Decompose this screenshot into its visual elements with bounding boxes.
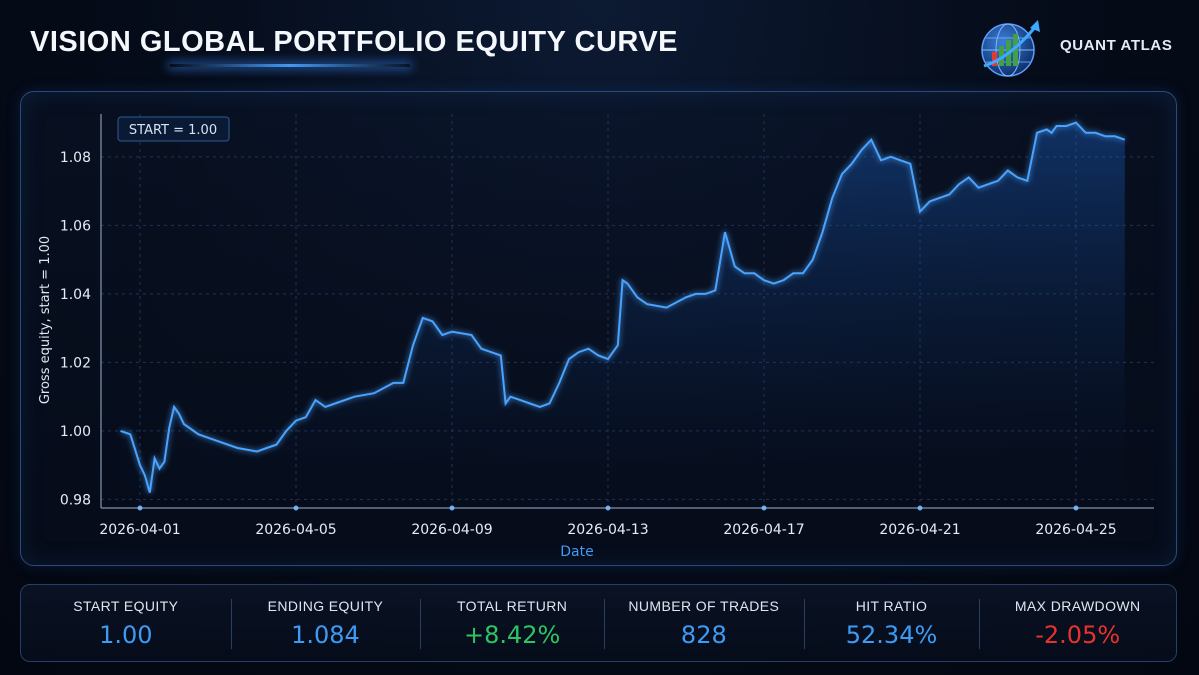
y-tick-label: 1.00 <box>60 424 91 440</box>
stat-value: 1.00 <box>99 621 153 649</box>
y-tick-label: 1.04 <box>60 287 91 303</box>
y-tick-label: 1.02 <box>60 355 91 371</box>
globe-bar-chart-arrow-icon <box>981 20 1040 77</box>
x-axis-label: Date <box>560 544 593 560</box>
stats-panel: START EQUITY 1.00 ENDING EQUITY 1.084 TOTAL … <box>20 584 1177 662</box>
stat-label: TOTAL RETURN <box>456 598 568 614</box>
y-tick-label: 1.06 <box>60 218 91 234</box>
stat-value: 828 <box>680 621 727 649</box>
stat-total-return: TOTAL RETURN +8.42% <box>420 585 604 661</box>
x-tick-label: 2026-04-09 <box>411 522 492 538</box>
start-annotation-label: START = 1.00 <box>129 123 217 138</box>
stat-max-drawdown: MAX DRAWDOWN -2.05% <box>979 585 1176 661</box>
stat-ending-equity: ENDING EQUITY 1.084 <box>230 585 421 661</box>
equity-area-fill <box>120 122 1125 508</box>
stat-number-of-trades: NUMBER OF TRADES 828 <box>604 585 804 661</box>
stat-value: 1.084 <box>291 621 360 649</box>
x-tick-labels: 2026-04-01 2026-04-05 2026-04-09 2026-04-13… <box>99 522 1116 538</box>
stat-start-equity: START EQUITY 1.00 <box>21 585 231 661</box>
x-tick-label: 2026-04-25 <box>1035 522 1116 538</box>
chart-panel: 0.98 1.00 1.02 1.04 1.06 1.08 2026-04-01 2026-… <box>20 91 1177 566</box>
stat-label: ENDING EQUITY <box>267 598 384 614</box>
equity-curve-chart: 0.981.001.021.041.061.08 2026-04-01 2026-… <box>38 114 1154 560</box>
y-tick-label: 0.98 <box>60 492 91 508</box>
title-underline-glow <box>170 64 410 67</box>
stat-hit-ratio: HIT RATIO 52.34% <box>803 585 980 661</box>
stat-value: 52.34% <box>845 621 938 649</box>
y-tick-labels: 0.98 1.00 1.02 1.04 1.06 1.08 <box>60 150 91 509</box>
brand-name: QUANT ATLAS <box>1060 37 1173 54</box>
y-axis-label: Gross equity, start = 1.00 <box>38 236 53 404</box>
x-tick-label: 2026-04-05 <box>255 522 336 538</box>
x-tick-label: 2026-04-01 <box>99 522 180 538</box>
stat-label: START EQUITY <box>73 598 179 614</box>
stat-label: NUMBER OF TRADES <box>628 598 780 614</box>
stat-value: +8.42% <box>463 621 561 649</box>
x-tick-label: 2026-04-13 <box>567 522 648 538</box>
equity-line <box>120 121 1126 493</box>
stat-value: -2.05% <box>1035 621 1121 649</box>
page-title: VISION GLOBAL PORTFOLIO EQUITY CURVE <box>30 26 679 58</box>
y-tick-label: 1.08 <box>60 150 91 166</box>
stat-label: MAX DRAWDOWN <box>1014 598 1141 614</box>
start-annotation: START = 1.00 <box>117 116 230 142</box>
x-tick-label: 2026-04-17 <box>723 522 804 538</box>
stat-label: HIT RATIO <box>855 598 928 614</box>
x-tick-label: 2026-04-21 <box>879 522 960 538</box>
